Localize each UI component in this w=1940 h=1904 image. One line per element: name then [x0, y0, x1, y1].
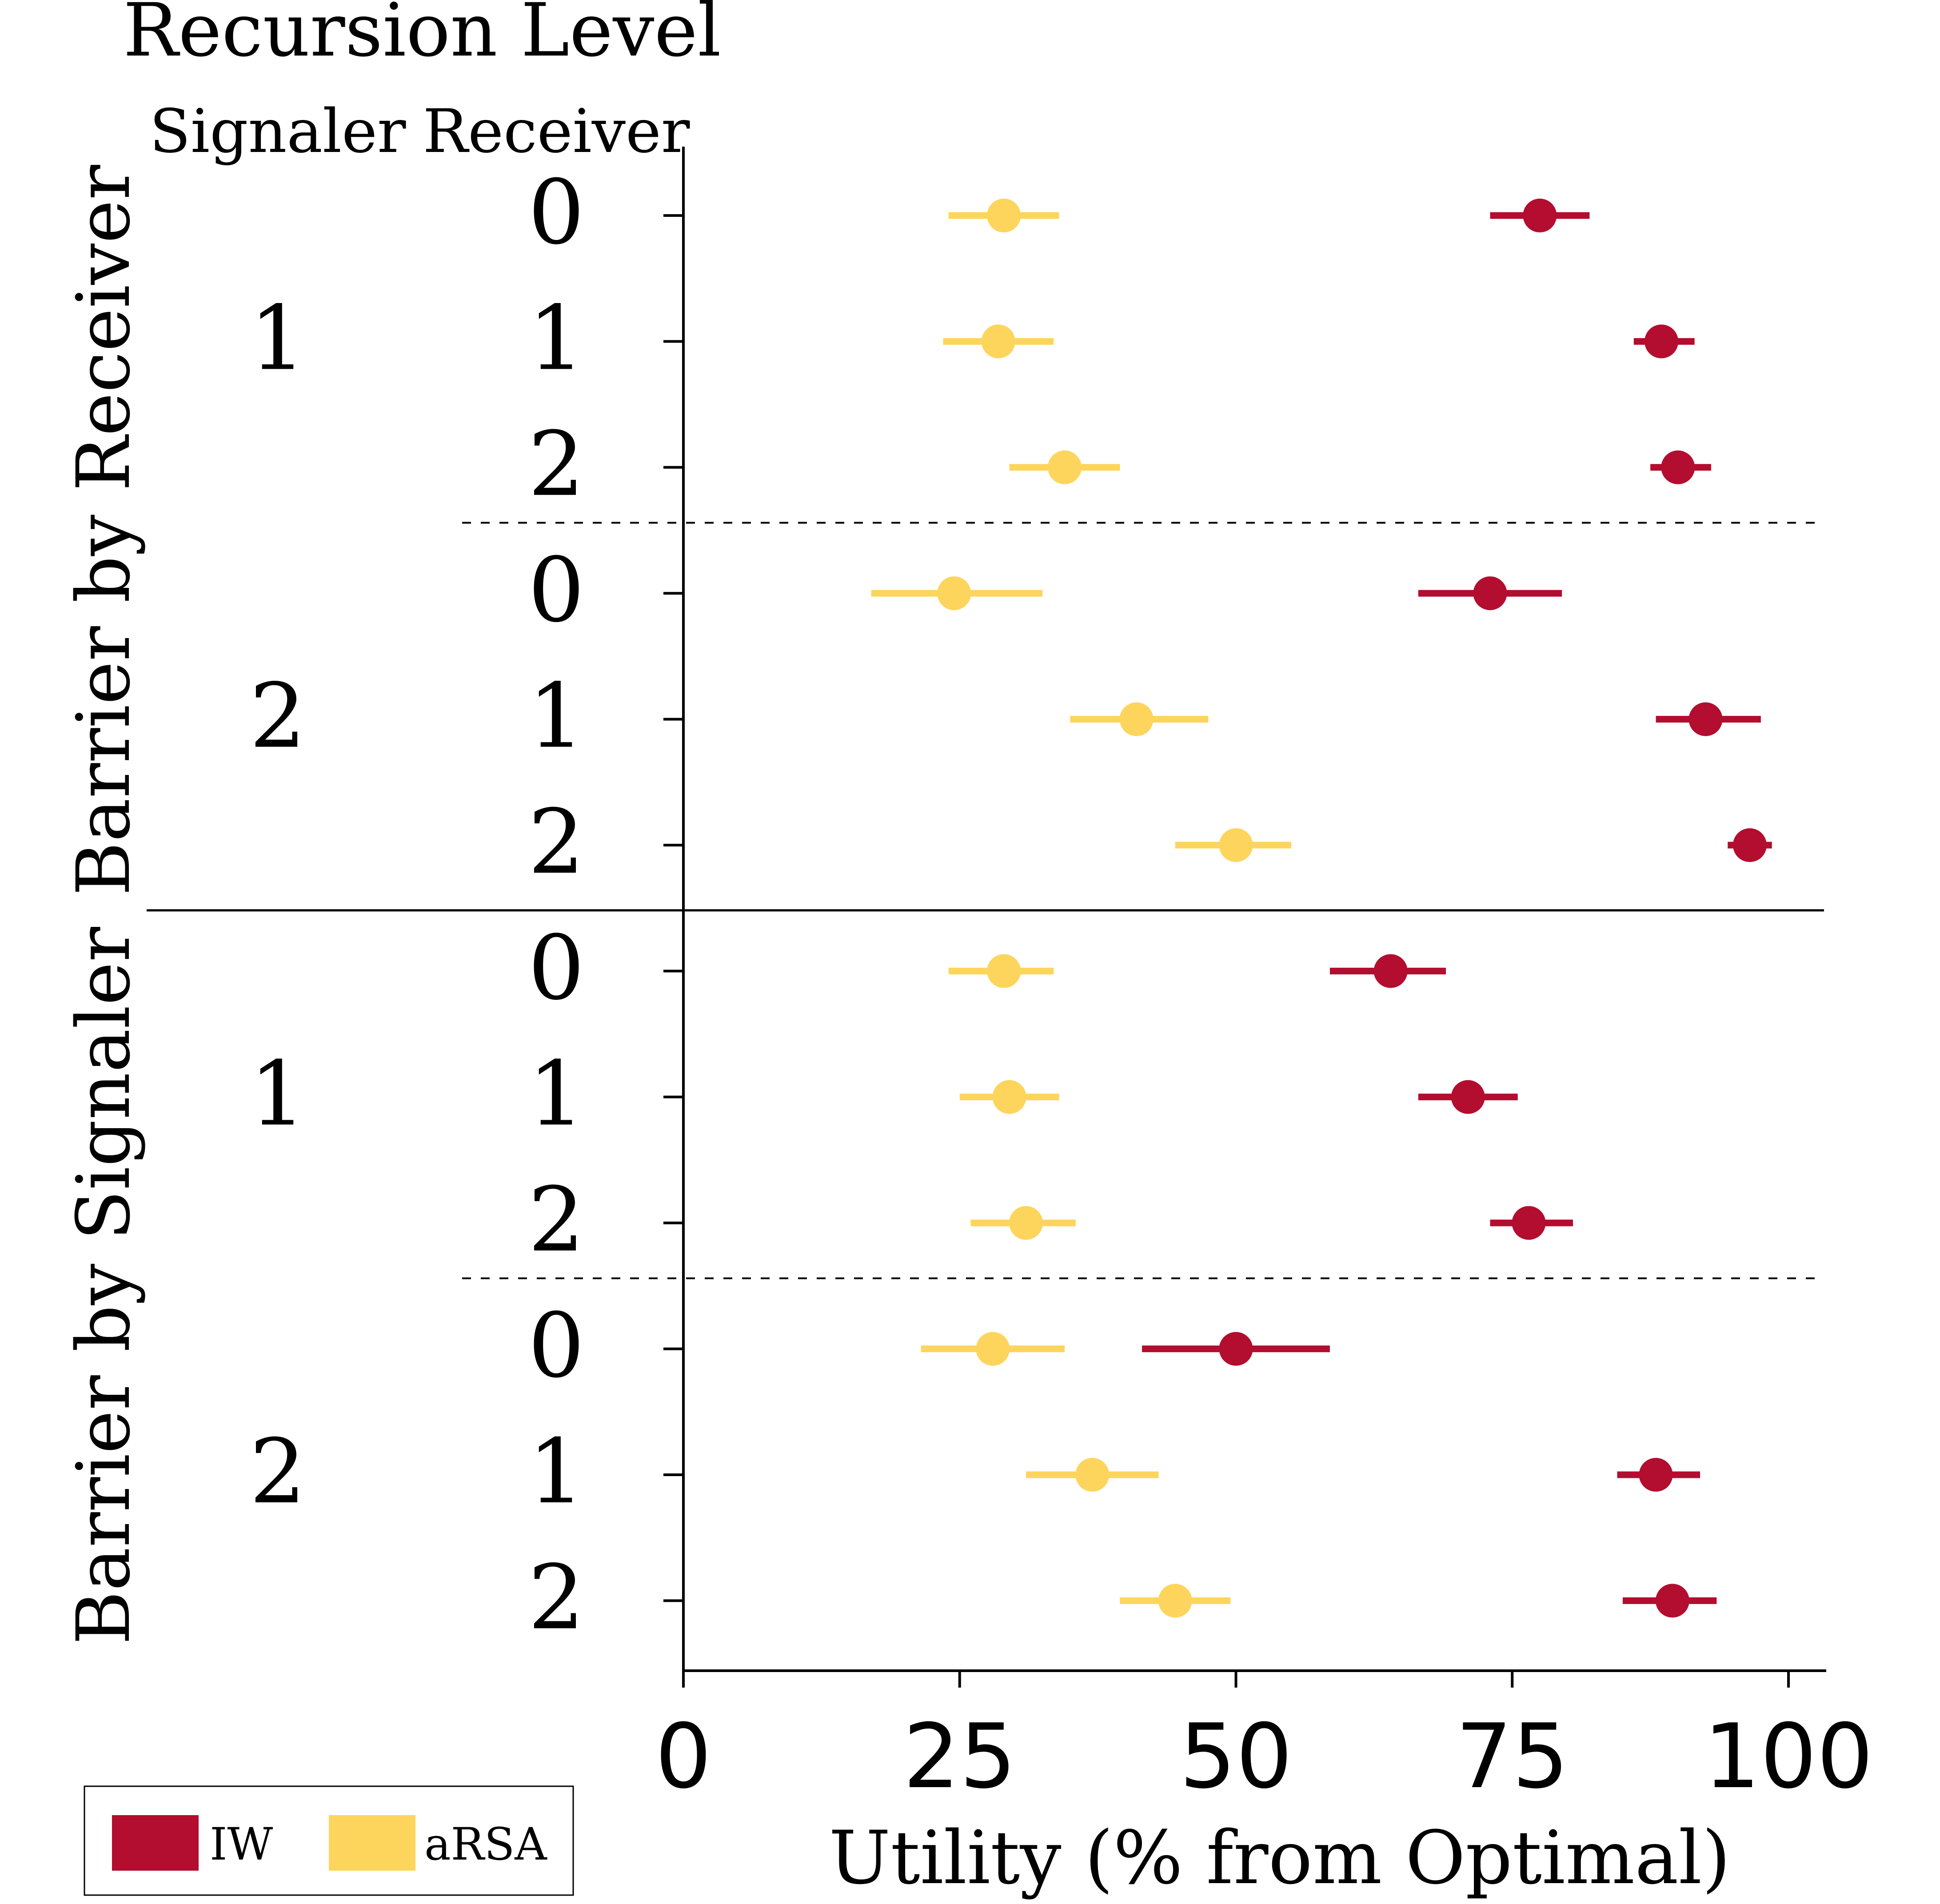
arsa-point: [987, 954, 1021, 988]
receiver-level-label: 2: [528, 790, 584, 894]
iw-point: [1451, 1080, 1485, 1114]
signaler-column-header: Signaler: [149, 96, 406, 166]
x-tick-label: 75: [1456, 1705, 1569, 1808]
arsa-point: [981, 324, 1015, 359]
arsa-point: [1075, 1458, 1110, 1492]
receiver-level-label: 0: [528, 161, 584, 264]
arsa-point: [1009, 1206, 1043, 1240]
arsa-point: [1119, 702, 1154, 736]
x-axis-label: Utility (% from Optimal): [829, 1815, 1730, 1900]
iw-point: [1689, 702, 1723, 736]
receiver-level-label: 2: [528, 1546, 584, 1649]
receiver-level-label: 2: [528, 413, 584, 516]
axes: 0 25 50 75 100: [655, 147, 1873, 1808]
iw-point: [1661, 450, 1695, 484]
row-labels: 0 1 2 1 0 1 2 2 0 1 2 1 0 1 2 2: [249, 161, 584, 1649]
x-tick-label: 100: [1704, 1705, 1873, 1808]
signaler-level-label: 1: [249, 1042, 306, 1146]
x-tick-label: 0: [655, 1705, 711, 1808]
receiver-level-label: 1: [528, 1042, 584, 1146]
legend-label-arsa: aRSA: [424, 1818, 547, 1870]
iw-point: [1373, 954, 1408, 988]
receiver-level-label: 1: [528, 665, 584, 768]
chart-title: Recursion Level: [123, 0, 721, 73]
group-labels: Barrier by Receiver Barrier by Signaler: [61, 165, 146, 1645]
signaler-level-label: 2: [249, 665, 306, 768]
arsa-point: [992, 1080, 1026, 1114]
legend: IW aRSA: [84, 1785, 574, 1896]
receiver-level-label: 0: [528, 1294, 584, 1398]
signaler-level-label: 2: [249, 1420, 306, 1524]
x-tick-label: 25: [903, 1705, 1017, 1808]
group-label: Barrier by Receiver: [61, 165, 146, 896]
data-marks: [871, 199, 1772, 1618]
signaler-level-label: 1: [249, 287, 306, 390]
arsa-point: [1219, 828, 1253, 862]
receiver-level-label: 0: [528, 539, 584, 642]
arsa-point: [1048, 450, 1082, 484]
legend-swatch-iw: [112, 1815, 199, 1871]
iw-point: [1219, 1332, 1253, 1366]
arsa-point: [937, 576, 971, 611]
receiver-level-label: 1: [528, 287, 584, 390]
receiver-level-label: 1: [528, 1420, 584, 1524]
iw-point: [1644, 324, 1678, 359]
arsa-point: [1158, 1584, 1192, 1618]
iw-point: [1512, 1206, 1546, 1240]
group-label: Barrier by Signaler: [61, 927, 146, 1645]
arsa-point: [976, 1332, 1010, 1366]
iw-point: [1655, 1584, 1689, 1618]
legend-label-iw: IW: [210, 1818, 273, 1870]
receiver-column-header: Receiver: [423, 96, 690, 166]
legend-swatch-arsa: [329, 1815, 415, 1871]
iw-point: [1639, 1458, 1673, 1492]
receiver-level-label: 0: [528, 916, 584, 1020]
x-tick-label: 50: [1179, 1705, 1293, 1808]
iw-point: [1732, 828, 1767, 862]
separators: [147, 522, 1824, 1279]
iw-point: [1523, 199, 1557, 232]
iw-point: [1473, 576, 1507, 611]
receiver-level-label: 2: [528, 1168, 584, 1272]
arsa-point: [987, 199, 1021, 232]
